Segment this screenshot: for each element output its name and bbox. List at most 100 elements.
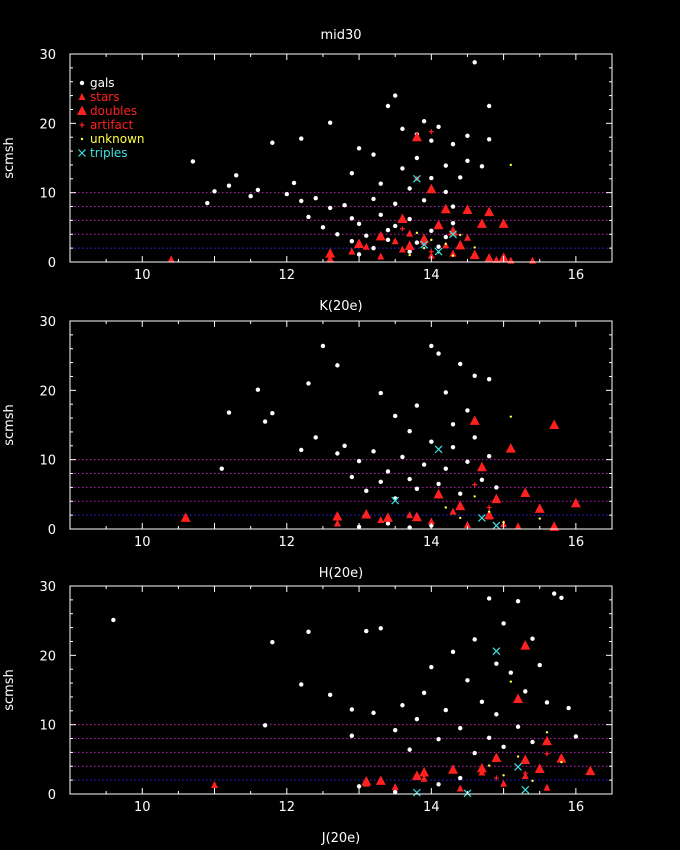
stars-point: [398, 245, 406, 253]
doubles-point: [476, 461, 487, 472]
gals-point: [537, 662, 542, 668]
gals-point: [458, 491, 463, 496]
gals-point: [465, 133, 470, 139]
stars-point: [456, 784, 464, 792]
gals-point: [523, 689, 528, 694]
x-tick-label: 12: [279, 800, 296, 815]
legend-label-unknown: unknown: [90, 132, 145, 146]
doubles-point: [419, 233, 430, 244]
gals-point: [544, 700, 550, 705]
unknown-point: [509, 680, 513, 683]
gals-point: [486, 377, 492, 382]
gals-point: [458, 361, 463, 367]
chart-title: mid30: [320, 28, 361, 43]
gals-point: [479, 699, 485, 704]
y-tick-label: 20: [39, 117, 56, 132]
doubles-point: [354, 238, 365, 248]
triples-point: [477, 513, 486, 522]
x-tick-label: 16: [568, 800, 585, 815]
gals-point: [349, 171, 355, 176]
x-tick-label: 10: [134, 800, 151, 815]
doubles-point: [491, 493, 502, 504]
gals-point: [421, 119, 427, 124]
stars-point: [427, 517, 435, 525]
plot-frame: [69, 320, 613, 530]
x-tick-label: 12: [279, 268, 296, 283]
doubles-point: [325, 248, 336, 258]
gals-point: [486, 596, 492, 601]
plot-markers: [167, 60, 537, 264]
gals-point: [530, 636, 535, 641]
stars-point: [492, 255, 500, 263]
gals-point: [393, 223, 398, 229]
artifact-point: [486, 505, 492, 511]
gals-point: [262, 419, 268, 424]
gals-point: [400, 126, 405, 132]
gals-point: [364, 628, 369, 634]
doubles-point: [520, 754, 531, 765]
stars-point: [420, 774, 428, 782]
gals-point: [429, 175, 434, 181]
x-tick-label: 14: [423, 268, 440, 283]
stars-point: [500, 779, 508, 787]
gals-point: [443, 707, 448, 713]
triples-point: [412, 174, 421, 183]
gals-point: [407, 429, 412, 434]
triples-point: [514, 763, 522, 771]
gals-point: [421, 462, 427, 467]
legend-marker-doubles: [77, 105, 87, 115]
gals-point: [306, 381, 311, 386]
gals-point: [486, 103, 492, 109]
gals-point: [450, 649, 456, 655]
doubles-point: [448, 764, 459, 774]
gals-point: [465, 408, 470, 413]
gals-point: [407, 186, 412, 191]
doubles-point: [411, 511, 422, 522]
doubles-point: [534, 503, 545, 513]
unknown-point: [408, 253, 411, 257]
gals-point: [443, 466, 448, 471]
doubles-point: [556, 753, 567, 763]
triples-point: [492, 647, 501, 656]
gals-point: [349, 239, 355, 244]
gals-point: [393, 201, 398, 206]
gals-point: [393, 413, 398, 419]
gals-point: [356, 146, 362, 151]
artifact-point: [544, 751, 550, 757]
gals-point: [393, 728, 398, 733]
unknown-point: [487, 764, 491, 767]
unknown-point: [509, 415, 513, 418]
unknown-point: [545, 731, 549, 734]
stars-point: [507, 256, 515, 264]
gals-point: [443, 390, 448, 395]
gals-point: [342, 443, 347, 448]
gals-point: [414, 716, 420, 722]
stars-point: [449, 249, 457, 257]
doubles-point: [570, 497, 581, 508]
doubles-point: [469, 415, 480, 425]
artifact-point: [436, 493, 442, 499]
gals-point: [111, 617, 116, 623]
doubles-point: [541, 735, 552, 746]
triples-point: [492, 521, 501, 530]
legend-label-triples: triples: [90, 146, 128, 160]
gals-point: [313, 196, 318, 201]
gals-point: [248, 193, 253, 199]
gals-point: [212, 189, 217, 194]
artifact-point: [522, 770, 528, 776]
gals-point: [494, 485, 499, 490]
legend-marker-gals: [79, 80, 85, 86]
artifact-point: [472, 482, 478, 488]
unknown-point: [531, 779, 534, 783]
gals-point: [407, 747, 412, 752]
gals-point: [234, 173, 239, 178]
gals-point: [414, 155, 420, 161]
artifact-point: [493, 775, 499, 781]
gals-point: [342, 202, 347, 208]
gals-point: [465, 158, 470, 163]
gals-point: [479, 477, 485, 482]
unknown-point: [459, 233, 462, 237]
doubles-point: [411, 770, 422, 780]
gals-point: [371, 449, 376, 454]
x-tick-label: 12: [279, 535, 296, 550]
